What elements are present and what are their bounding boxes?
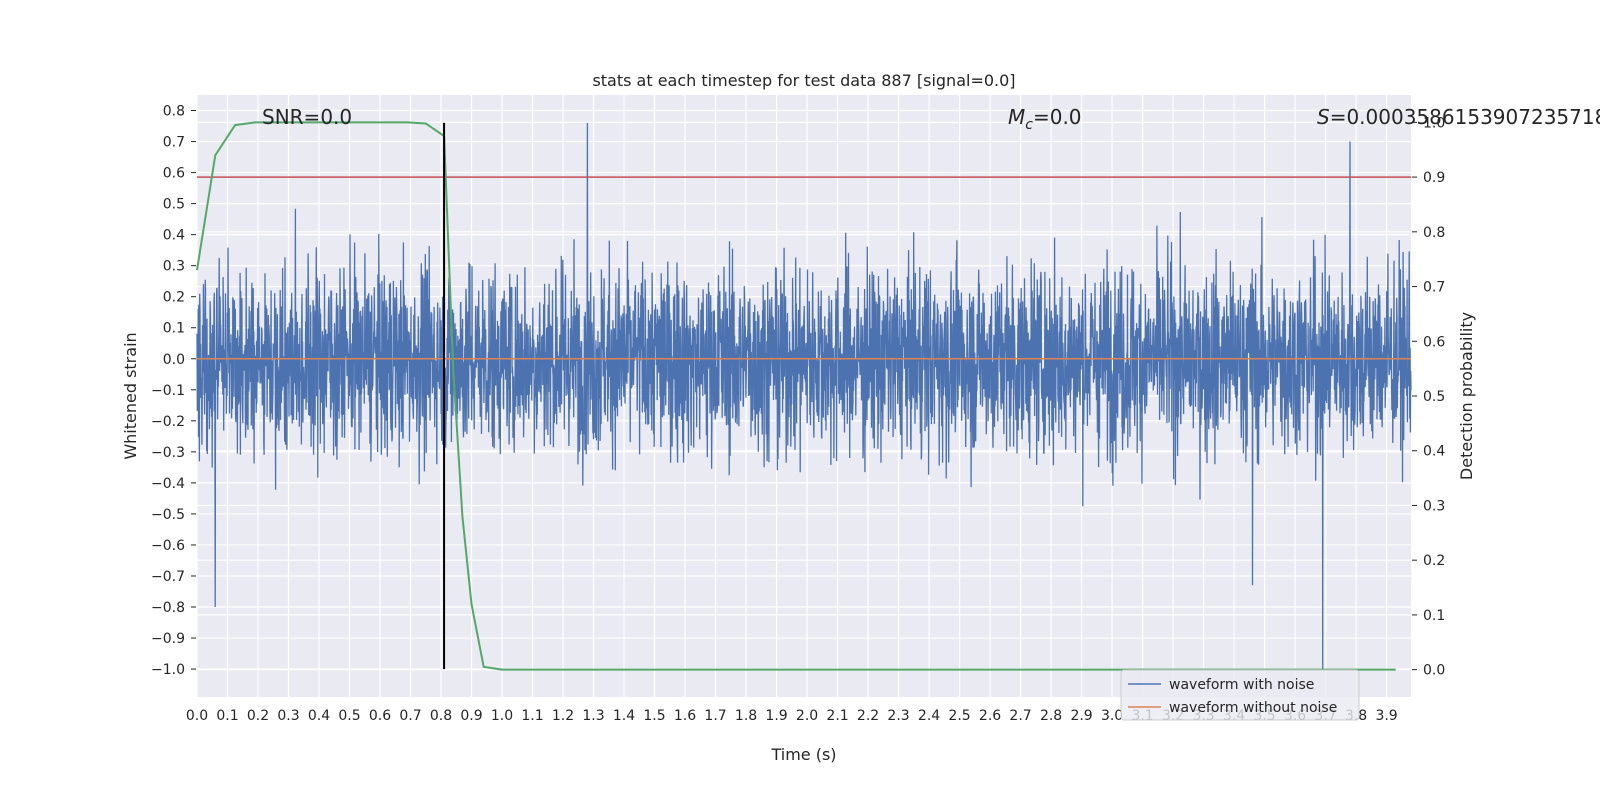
mc-subscript: c: [1025, 117, 1033, 133]
x-tick-label: 1.4: [613, 708, 635, 724]
x-tick-label: 1.3: [582, 708, 604, 724]
x-tick-label: 0.1: [216, 708, 238, 724]
y2-tick-label: 0.8: [1423, 225, 1445, 241]
x-tick-label: 2.4: [918, 708, 940, 724]
y-axis-label: Whitened strain: [121, 332, 140, 459]
x-tick-label: 1.5: [643, 708, 665, 724]
y2-tick-label: 0.4: [1423, 444, 1445, 460]
y-tick-label: −0.2: [151, 414, 185, 430]
chart-title: stats at each timestep for test data 887…: [592, 71, 1015, 90]
y-tick-label: −0.1: [151, 383, 185, 399]
x-tick-label: 1.1: [521, 708, 543, 724]
x-tick-label: 1.2: [552, 708, 574, 724]
s-value: =0.0003586153907235718: [1330, 105, 1600, 129]
x-tick-label: 0.2: [247, 708, 269, 724]
annotation-chirp-mass: Mc=0.0: [1008, 105, 1082, 133]
y-tick-label: 0.1: [163, 321, 185, 337]
x-tick-label: 2.7: [1009, 708, 1031, 724]
x-tick-label: 1.6: [674, 708, 696, 724]
x-tick-label: 0.4: [308, 708, 330, 724]
s-symbol: S: [1317, 105, 1330, 129]
x-tick-label: 2.6: [979, 708, 1001, 724]
x-tick-label: 0.0: [186, 708, 208, 724]
y-tick-label: 0.0: [163, 352, 185, 368]
x-tick-label: 0.5: [338, 708, 360, 724]
y-tick-label: 0.5: [163, 197, 185, 213]
y2-tick-label: 0.1: [1423, 608, 1445, 624]
legend-label-noise: waveform with noise: [1169, 677, 1314, 693]
y-tick-label: −0.7: [151, 569, 185, 585]
x-tick-label: 0.7: [399, 708, 421, 724]
series-detection-probability: [196, 121, 1396, 671]
y-tick-label: 0.8: [163, 104, 185, 120]
y-tick-label: −0.9: [151, 631, 185, 647]
x-tick-label: 3.9: [1375, 708, 1397, 724]
series-waveform-with-noise: [196, 122, 1412, 670]
legend: waveform with noise waveform without noi…: [1120, 669, 1360, 721]
snr-prefix: SNR=: [262, 105, 320, 129]
y-tick-label: 0.7: [163, 135, 185, 151]
y2-tick-label: 0.2: [1423, 553, 1445, 569]
x-tick-label: 0.8: [430, 708, 452, 724]
y2-tick-label: 1.0: [1423, 115, 1445, 131]
x-tick-label: 1.7: [704, 708, 726, 724]
y2-tick-label: 0.0: [1423, 663, 1445, 679]
y-tick-label: −0.3: [151, 445, 185, 461]
y-tick-label: 0.2: [163, 290, 185, 306]
x-tick-label: 1.0: [491, 708, 513, 724]
legend-box: [1120, 669, 1360, 721]
y-tick-label: 0.6: [163, 166, 185, 182]
x-tick-label: 2.2: [857, 708, 879, 724]
y-tick-label: −0.4: [151, 476, 185, 492]
y-tick-labels: 0.8 0.7 0.6 0.5 0.4 0.3 0.2 0.1 0.0 −0.1 −0.2 −0.3 −…: [151, 104, 196, 678]
y2-tick-label: 0.3: [1423, 498, 1445, 514]
y2-tick-label: 0.6: [1423, 334, 1445, 350]
y-tick-label: −0.8: [151, 600, 185, 616]
x-tick-label: 0.3: [277, 708, 299, 724]
x-tick-label: 2.8: [1040, 708, 1062, 724]
x-tick-label: 2.1: [826, 708, 848, 724]
x-tick-label: 2.0: [796, 708, 818, 724]
y2-tick-label: 0.7: [1423, 280, 1445, 296]
y2-tick-label: 0.9: [1423, 170, 1445, 186]
detection-probability-line: [196, 121, 1396, 671]
x-tick-label: 2.5: [948, 708, 970, 724]
y-tick-label: −1.0: [151, 662, 185, 678]
x-axis-label: Time (s): [770, 745, 836, 764]
x-tick-label: 2.9: [1070, 708, 1092, 724]
y-tick-label: 0.4: [163, 228, 185, 244]
y2-axis-label: Detection probability: [1457, 312, 1476, 480]
noise-waveform-line: [196, 122, 1412, 670]
x-tick-label: 1.8: [735, 708, 757, 724]
mc-value: =0.0: [1033, 105, 1082, 129]
mc-symbol: M: [1008, 105, 1025, 129]
snr-value: 0.0: [320, 105, 352, 129]
x-tick-label: 1.9: [765, 708, 787, 724]
x-tick-label: 2.3: [887, 708, 909, 724]
y-tick-label: 0.3: [163, 259, 185, 275]
x-tick-label: 3.0: [1101, 708, 1123, 724]
y2-tick-labels: 1.0 0.9 0.8 0.7 0.6 0.5 0.4 0.3 0.2 0.1 0.0: [1412, 115, 1445, 679]
annotation-snr: SNR=0.0: [262, 105, 352, 129]
legend-label-clean: waveform without noise: [1169, 700, 1337, 716]
x-tick-label: 0.6: [369, 708, 391, 724]
annotation-s: S=0.0003586153907235718: [1317, 105, 1600, 129]
y-tick-label: −0.6: [151, 538, 185, 554]
y-tick-label: −0.5: [151, 507, 185, 523]
x-tick-label: 0.9: [460, 708, 482, 724]
y2-tick-label: 0.5: [1423, 389, 1445, 405]
